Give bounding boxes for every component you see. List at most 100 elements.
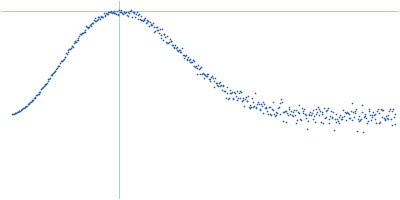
Point [109,11,115,15]
Point [71,42,77,45]
Point [340,109,346,112]
Point [194,66,200,69]
Point [60,58,66,61]
Point [369,115,376,119]
Point [321,106,327,109]
Point [53,67,59,70]
Point [307,110,314,114]
Point [176,50,183,53]
Point [338,116,345,119]
Point [135,14,142,17]
Point [32,95,39,99]
Point [288,110,294,113]
Point [200,71,206,74]
Point [113,13,119,16]
Point [52,70,58,73]
Point [372,118,378,121]
Point [108,9,114,12]
Point [304,127,310,130]
Point [123,11,129,14]
Point [254,102,260,105]
Point [34,92,41,95]
Point [114,10,120,13]
Point [205,72,211,76]
Point [74,39,80,42]
Point [148,23,154,26]
Point [367,113,373,117]
Point [103,12,109,15]
Point [175,50,181,53]
Point [190,59,196,62]
Point [213,84,220,87]
Point [150,25,157,28]
Point [297,117,304,120]
Point [343,118,350,121]
Point [197,73,204,76]
Point [128,8,134,12]
Point [27,100,33,103]
Point [97,18,103,21]
Point [235,97,241,100]
Point [225,97,231,100]
Point [246,106,253,109]
Point [180,54,187,57]
Point [229,90,235,93]
Point [362,112,368,115]
Point [72,40,78,43]
Point [98,15,105,18]
Point [282,109,288,113]
Point [259,105,265,108]
Point [308,113,314,116]
Point [160,38,166,41]
Point [216,84,223,87]
Point [66,47,72,50]
Point [306,113,313,116]
Point [349,118,356,122]
Point [247,103,254,106]
Point [62,55,68,59]
Point [130,11,136,14]
Point [342,111,349,114]
Point [158,37,164,40]
Point [120,12,126,15]
Point [58,59,64,62]
Point [176,49,182,52]
Point [250,100,256,104]
Point [182,55,188,58]
Point [144,20,150,23]
Point [320,121,326,125]
Point [102,14,108,17]
Point [157,33,164,36]
Point [118,9,124,12]
Point [262,107,269,110]
Point [228,92,234,95]
Point [107,10,113,14]
Point [206,80,213,83]
Point [132,15,138,18]
Point [169,43,175,46]
Point [170,43,176,46]
Point [357,118,363,121]
Point [237,96,244,100]
Point [192,66,198,69]
Point [30,98,36,102]
Point [275,107,281,110]
Point [57,62,63,65]
Point [306,113,312,116]
Point [100,11,107,14]
Point [162,35,168,38]
Point [154,28,160,32]
Point [195,63,201,66]
Point [364,119,371,123]
Point [89,21,96,24]
Point [151,30,158,33]
Point [391,115,397,118]
Point [127,10,133,13]
Point [12,112,19,115]
Point [115,13,122,16]
Point [110,11,117,14]
Point [180,53,186,56]
Point [90,22,96,25]
Point [267,105,274,108]
Point [234,98,240,102]
